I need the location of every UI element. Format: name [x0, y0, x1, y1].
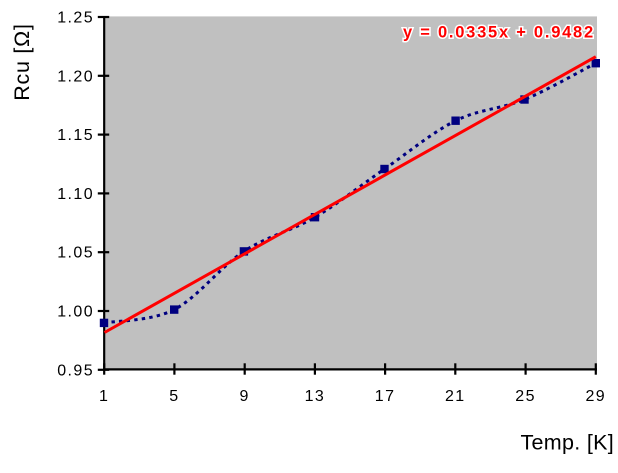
svg-text:1: 1 — [99, 388, 109, 405]
svg-text:25: 25 — [515, 388, 536, 405]
svg-text:y = 0.0335x + 0.9482: y = 0.0335x + 0.9482 — [403, 24, 595, 42]
svg-text:1.10: 1.10 — [57, 186, 94, 203]
svg-text:1.15: 1.15 — [57, 127, 94, 144]
svg-text:0.95: 0.95 — [57, 362, 94, 379]
svg-text:Temp. [K]: Temp. [K] — [521, 431, 615, 455]
svg-text:1.00: 1.00 — [57, 304, 94, 321]
svg-text:1.20: 1.20 — [57, 68, 94, 85]
svg-text:13: 13 — [305, 388, 326, 405]
svg-text:17: 17 — [375, 388, 396, 405]
svg-text:9: 9 — [240, 388, 250, 405]
svg-text:1.05: 1.05 — [57, 245, 94, 262]
svg-text:5: 5 — [169, 388, 179, 405]
svg-text:Rcu [Ω]: Rcu [Ω] — [10, 23, 34, 100]
svg-text:21: 21 — [445, 388, 466, 405]
svg-text:1.25: 1.25 — [57, 10, 94, 27]
svg-text:29: 29 — [585, 388, 606, 405]
